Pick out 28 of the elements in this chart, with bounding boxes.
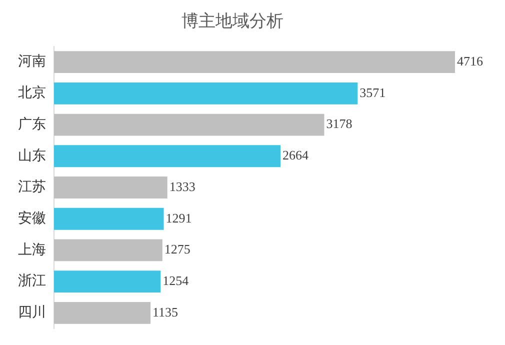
bar [54, 176, 168, 198]
y-tick-label: 浙江 [18, 273, 46, 290]
data-label: 4716 [457, 54, 484, 68]
y-tick-label: 安徽 [18, 210, 46, 226]
bar [54, 114, 324, 136]
y-tick-label: 江苏 [18, 179, 46, 196]
bar [54, 270, 161, 293]
data-label: 1135 [152, 304, 178, 320]
data-label: 1333 [169, 178, 196, 194]
bar [54, 82, 358, 104]
data-label: 3178 [326, 116, 352, 132]
bar [54, 145, 281, 168]
data-label: 3571 [360, 84, 386, 100]
data-label: 2664 [282, 148, 310, 163]
y-tick-label: 北京 [18, 85, 46, 102]
y-tick-label: 河南 [18, 54, 46, 70]
data-label: 1275 [164, 242, 190, 257]
y-tick-label: 四川 [18, 304, 46, 321]
bar [54, 302, 151, 324]
data-label: 1291 [166, 210, 192, 226]
y-tick-label: 广东 [18, 116, 46, 132]
bar [54, 208, 164, 230]
data-label: 1254 [162, 272, 190, 288]
chart-title: 博主地域分析 [182, 12, 284, 32]
bar [54, 51, 455, 74]
bar [54, 239, 162, 262]
y-tick-label: 山东 [18, 148, 46, 164]
y-tick-label: 上海 [18, 242, 46, 258]
